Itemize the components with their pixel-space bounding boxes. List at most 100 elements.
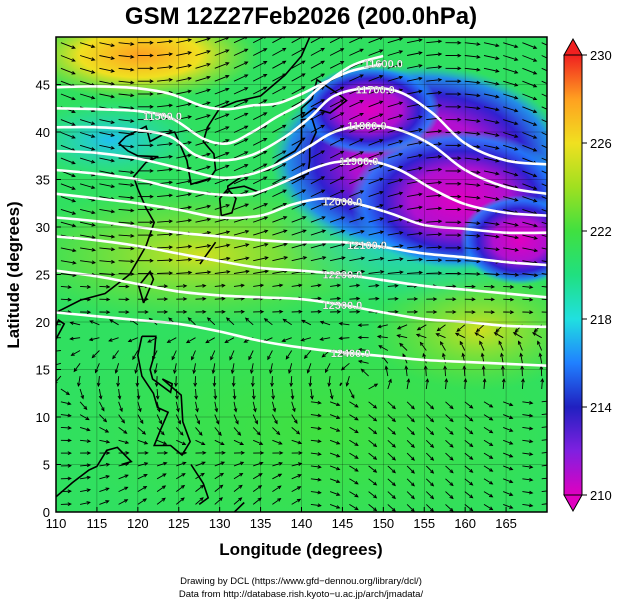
- wind-vector: [195, 205, 211, 210]
- wind-vector: [445, 465, 454, 474]
- wind-vector: [117, 376, 120, 387]
- wind-vector: [425, 452, 434, 461]
- wind-vector: [176, 245, 192, 249]
- wind-vector: [368, 49, 383, 56]
- wind-vector: [60, 426, 71, 429]
- wind-vector-head: [416, 326, 422, 331]
- wind-vector: [214, 484, 223, 492]
- wind-vector-head: [552, 187, 555, 190]
- wind-vector-head: [476, 67, 481, 72]
- wind-vector: [214, 414, 220, 424]
- wind-vector-head: [341, 242, 346, 247]
- wind-vector: [503, 144, 518, 151]
- wind-vector: [464, 273, 480, 275]
- wind-vector-head: [71, 58, 76, 62]
- wind-vector-head: [336, 402, 341, 407]
- wind-vector-head: [437, 129, 443, 134]
- wind-vector: [425, 379, 429, 390]
- wind-vector-head: [320, 176, 326, 180]
- wind-vector-head: [489, 468, 494, 472]
- wind-vector: [397, 324, 408, 330]
- wind-vector-head: [336, 296, 342, 301]
- wind-vector-head: [276, 431, 281, 436]
- wind-vector: [358, 349, 369, 351]
- wind-vector-head: [142, 498, 148, 503]
- wind-vector: [157, 66, 173, 69]
- wind-vector: [445, 414, 454, 422]
- wind-vector: [483, 504, 493, 510]
- wind-vector-head: [171, 356, 176, 361]
- wind-vector-head: [105, 439, 111, 444]
- wind-vector: [79, 144, 95, 151]
- wind-vector-head: [281, 338, 286, 342]
- wind-vector-head: [259, 451, 265, 455]
- wind-vector: [522, 67, 537, 75]
- wind-vector-head: [320, 111, 326, 116]
- wind-vector: [464, 401, 473, 409]
- wind-vector-head: [168, 258, 174, 263]
- wind-vector-head: [528, 503, 534, 508]
- wind-vector-head: [308, 382, 313, 388]
- wind-vector: [349, 74, 364, 82]
- wind-vector: [112, 350, 119, 359]
- wind-vector-head: [125, 310, 130, 315]
- wind-vector: [368, 126, 383, 133]
- wind-vector-head: [357, 347, 362, 352]
- wind-vector: [474, 332, 485, 339]
- wind-vector: [368, 231, 384, 236]
- wind-vector: [214, 427, 222, 436]
- wind-vector: [99, 42, 115, 47]
- wind-vector-head: [263, 176, 268, 181]
- wind-vector: [79, 183, 95, 189]
- colorbar-tick-label: 230: [590, 48, 612, 63]
- wind-vector: [195, 166, 211, 172]
- wind-vector-head: [244, 87, 249, 91]
- wind-vector: [310, 388, 313, 399]
- wind-vector: [541, 234, 547, 238]
- wind-vector-head: [239, 472, 244, 477]
- wind-vector: [349, 414, 359, 421]
- wind-vector: [291, 99, 306, 108]
- wind-vector-head: [187, 166, 193, 171]
- wind-vector: [456, 324, 466, 332]
- wind-vector-head: [354, 506, 359, 511]
- wind-vector: [483, 478, 493, 485]
- wind-vector-head: [476, 131, 481, 136]
- wind-vector-head: [495, 146, 500, 150]
- wind-vector: [80, 464, 91, 467]
- wind-vector-head: [444, 377, 449, 383]
- colorbar-bottom-arrow: [563, 494, 583, 513]
- wind-vector: [252, 48, 267, 56]
- wind-vector-head: [437, 52, 443, 57]
- wind-vector: [156, 427, 165, 435]
- wind-vector: [118, 208, 134, 212]
- wind-vector: [272, 124, 286, 133]
- wind-vector: [445, 491, 454, 499]
- wind-vector: [99, 260, 115, 263]
- wind-vector-head: [469, 494, 474, 499]
- wind-vector-head: [372, 443, 378, 448]
- wind-vector: [118, 260, 134, 262]
- wind-vector-head: [552, 123, 555, 126]
- wind-vector: [368, 191, 383, 198]
- wind-vector: [329, 414, 340, 419]
- wind-vector: [290, 376, 293, 387]
- wind-vector: [272, 60, 286, 69]
- wind-vector-head: [91, 57, 96, 61]
- wind-vector-head: [89, 320, 94, 324]
- wind-vector: [252, 176, 267, 185]
- wind-vector-head: [457, 245, 462, 250]
- wind-vector: [310, 73, 325, 82]
- wind-vector-head: [135, 382, 140, 388]
- wind-vector: [176, 116, 192, 121]
- wind-vector-head: [238, 497, 243, 502]
- wind-vector-head: [379, 177, 384, 182]
- wind-vector-head: [533, 273, 539, 278]
- wind-vector-head: [399, 244, 404, 248]
- wind-vector: [330, 257, 345, 262]
- wind-vector-head: [495, 56, 500, 60]
- wind-vector: [503, 491, 513, 496]
- wind-vector-head: [141, 430, 147, 435]
- wind-vector-head: [495, 69, 500, 73]
- wind-vector: [387, 114, 403, 121]
